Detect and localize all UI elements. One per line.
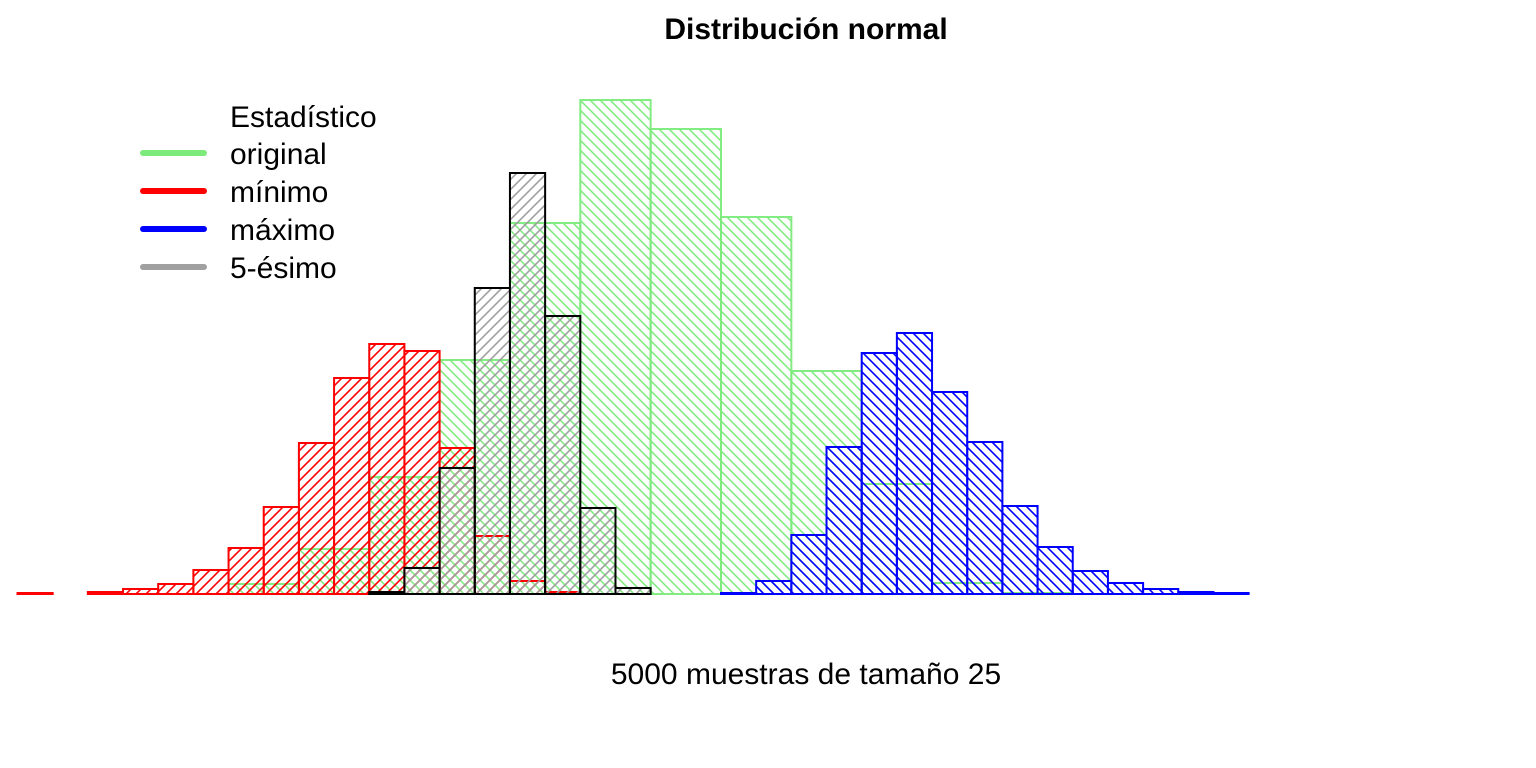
bar-3-2 [403,567,441,595]
bar-3-4 [473,287,511,595]
bar-0-9 [720,216,793,595]
bar-3-6 [544,315,582,595]
bar-1-10 [368,343,406,595]
legend-label-0: original [230,138,327,171]
series-2 [720,332,1250,595]
bar-1-5 [192,569,230,595]
bar-1-2 [86,591,125,595]
legend-label-3: 5-ésimo [230,252,337,285]
bar-2-11 [1106,582,1145,595]
bar-2-9 [1036,546,1074,595]
legend-title: Estadístico [230,101,377,134]
bar-3-8 [614,587,652,595]
bar-1-6 [227,547,265,595]
bar-2-4 [860,352,898,595]
bar-0-8 [649,128,723,595]
bar-2-14 [1212,592,1250,595]
series-3 [368,172,652,595]
bar-3-3 [438,467,476,595]
bar-3-7 [579,507,617,595]
x-axis-label: 5000 muestras de tamaño 25 [611,658,1001,691]
bar-1-8 [297,442,336,595]
bar-1-0 [16,592,54,595]
chart-title: Distribución normal [664,13,947,46]
bar-2-8 [1001,505,1039,595]
bar-2-13 [1177,591,1215,595]
bar-2-5 [895,332,934,595]
bar-2-3 [825,446,863,595]
legend-label-1: mínimo [230,176,328,209]
legend: Estadístico original mínimo máximo 5-ésimo [140,101,377,285]
histogram-bars [16,99,1250,595]
bar-1-3 [122,588,160,595]
bar-2-0 [720,592,758,595]
bar-3-1 [368,591,406,595]
bar-2-7 [966,441,1004,595]
bar-2-12 [1142,588,1180,595]
bar-2-10 [1071,570,1109,595]
bar-1-9 [333,377,371,595]
bar-1-4 [157,583,195,595]
bar-2-1 [755,580,793,595]
bar-1-11 [403,350,441,595]
legend-label-2: máximo [230,214,335,247]
bar-1-7 [262,506,300,595]
bar-2-6 [931,391,969,595]
bar-2-2 [790,534,828,595]
bar-3-5 [508,172,547,595]
